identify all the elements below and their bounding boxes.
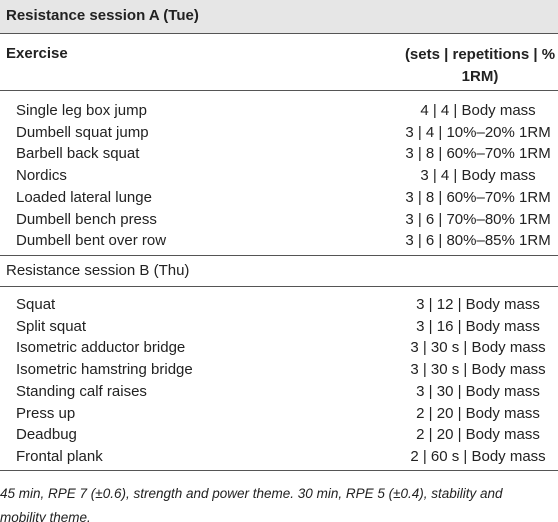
rule xyxy=(0,286,558,287)
prescription: 3 | 8 | 60%–70% 1RM xyxy=(405,188,551,206)
exercise-name: Isometric adductor bridge xyxy=(16,339,186,357)
prescription: 3 | 6 | 80%–85% 1RM xyxy=(405,232,551,250)
exercise-name: Dumbell bench press xyxy=(16,210,157,228)
exercise-name: Dumbell bent over row xyxy=(16,232,167,250)
prescription: 3 | 30 s | Body mass xyxy=(410,339,546,357)
prescription: 2 | 20 | Body mass xyxy=(416,426,540,444)
prescription: 3 | 8 | 60%–70% 1RM xyxy=(405,145,551,163)
exercise-name: Barbell back squat xyxy=(16,145,140,163)
rule xyxy=(0,90,558,91)
exercise-name: Press up xyxy=(16,404,76,422)
footnote: 45 min, RPE 7 (±0.6), strength and power… xyxy=(0,486,503,522)
exercise-name: Frontal plank xyxy=(16,447,103,465)
prescription: 3 | 30 s | Body mass xyxy=(410,361,546,379)
prescription: 3 | 16 | Body mass xyxy=(416,317,540,335)
prescription: 3 | 6 | 70%–80% 1RM xyxy=(405,210,551,228)
prescription: 3 | 12 | Body mass xyxy=(416,296,540,313)
exercise-name: Split squat xyxy=(16,317,87,335)
exercise-name: Nordics xyxy=(16,167,67,185)
prescription: 3 | 30 | Body mass xyxy=(416,382,540,400)
prescription: 2 | 60 s | Body mass xyxy=(410,447,546,465)
rule xyxy=(0,33,558,34)
prescription: 3 | 4 | Body mass xyxy=(420,167,536,185)
exercise-name: Loaded lateral lunge xyxy=(16,188,152,206)
column-header: Exercise xyxy=(6,45,68,62)
exercise-name: Squat xyxy=(16,296,56,313)
table-title: Resistance session A (Tue) xyxy=(6,7,199,24)
prescription: 3 | 4 | 10%–20% 1RM xyxy=(405,123,551,141)
prescription: 2 | 20 | Body mass xyxy=(416,404,540,422)
exercise-name: Standing calf raises xyxy=(16,382,147,400)
exercise-name: Single leg box jump xyxy=(16,102,147,119)
column-header: (sets | repetitions | % 1RM) xyxy=(404,46,556,85)
section-label: Resistance session B (Thu) xyxy=(6,262,190,279)
title-background xyxy=(0,0,558,33)
rule xyxy=(0,255,558,256)
rule xyxy=(0,470,558,471)
exercise-name: Deadbug xyxy=(16,426,77,444)
exercise-name: Dumbell squat jump xyxy=(16,123,149,141)
prescription: 4 | 4 | Body mass xyxy=(420,102,536,119)
exercise-name: Isometric hamstring bridge xyxy=(16,361,193,379)
